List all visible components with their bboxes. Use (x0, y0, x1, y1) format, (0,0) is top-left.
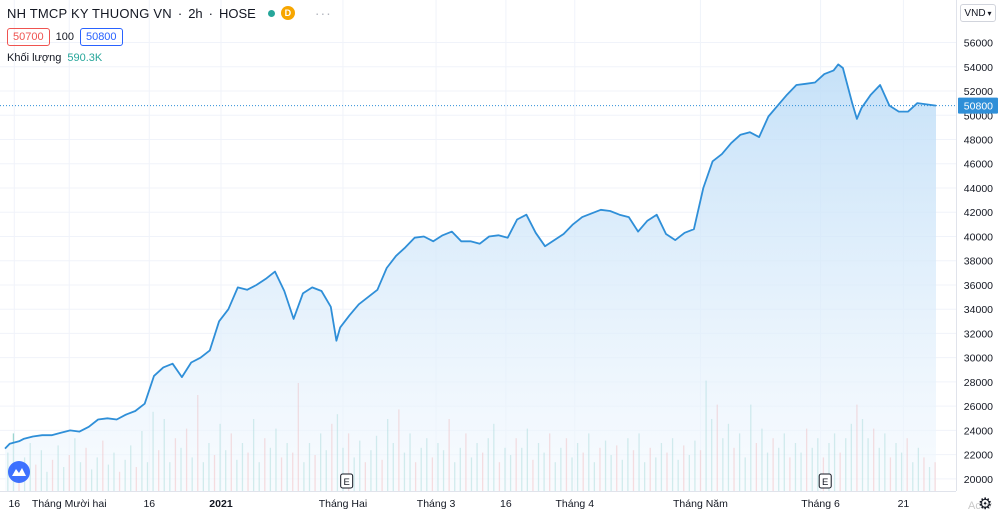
y-tick-label: 32000 (964, 328, 993, 340)
price-line (4, 63, 937, 450)
x-tick-label: Tháng 6 (801, 498, 840, 510)
y-tick-label: 20000 (964, 474, 993, 486)
data-delay-badge: D (280, 6, 295, 20)
x-tick-label: 21 (898, 498, 910, 510)
y-tick-label: 48000 (964, 135, 993, 147)
exchange: HOSE (219, 5, 256, 21)
currency-dropdown[interactable]: VND ▾ (960, 4, 996, 22)
bid-price[interactable]: 50700 (7, 28, 50, 46)
x-tick-label: Tháng Năm (673, 498, 728, 510)
ask-price[interactable]: 50800 (79, 28, 123, 46)
y-tick-label: 56000 (964, 38, 993, 50)
earnings-marker-box (818, 473, 832, 489)
y-tick-label: 38000 (964, 256, 993, 268)
y-tick-label: 36000 (964, 280, 993, 292)
x-tick-label: 16 (143, 498, 155, 510)
interval[interactable]: 2h (188, 5, 203, 21)
x-tick-label: 16 (8, 498, 20, 510)
y-tick-label: 42000 (964, 207, 993, 219)
price-row: 50700 100 50800 (7, 28, 332, 46)
y-tick-label: 46000 (964, 159, 993, 171)
activation-watermark: Activ (968, 500, 992, 512)
spread-value: 100 (55, 31, 74, 43)
logo-icon[interactable] (8, 461, 30, 483)
legend: NH TMCP KY THUONG VN · 2h · HOSE D ··· 5… (7, 4, 332, 64)
x-tick-label: Tháng Mười hai (32, 498, 107, 510)
title-row: NH TMCP KY THUONG VN · 2h · HOSE D ··· (7, 4, 332, 22)
y-tick-label: 52000 (964, 86, 993, 98)
x-tick-label: Tháng 4 (556, 498, 595, 510)
last-price-label: 50800 (958, 97, 998, 114)
x-tick-label: 2021 (209, 498, 233, 510)
price-area (5, 64, 936, 492)
y-tick-label: 30000 (964, 353, 993, 365)
earnings-marker[interactable]: E (340, 473, 354, 489)
y-tick-label: 54000 (964, 62, 993, 74)
earnings-marker[interactable]: E (818, 473, 832, 489)
price-axis[interactable]: 20000 22000 24000 26000 28000 30000 32000 34000… (956, 0, 994, 491)
logo-mark (12, 468, 26, 476)
chevron-down-icon: ▾ (987, 8, 992, 18)
y-tick-label: 26000 (964, 401, 993, 413)
earnings-marker-label: E (344, 477, 350, 488)
separator-dot: · (177, 5, 183, 21)
market-status-icon (267, 9, 275, 17)
more-options-icon[interactable]: ··· (314, 5, 332, 21)
y-tick-label: 24000 (964, 425, 993, 437)
y-tick-label: 34000 (964, 304, 993, 316)
y-tick-label: 22000 (964, 450, 993, 462)
x-tick-label: 16 (500, 498, 512, 510)
volume-label: Khối lượng (7, 52, 62, 64)
separator-dot: · (208, 5, 213, 21)
symbol-name[interactable]: NH TMCP KY THUONG VN (7, 5, 172, 21)
x-tick-label: Tháng Hai (319, 498, 367, 510)
earnings-marker-label: E (822, 477, 828, 488)
currency-label: VND (964, 7, 986, 19)
logo-circle (8, 461, 30, 483)
volume-value: 590.3K (67, 52, 103, 64)
last-price-box (958, 97, 998, 114)
y-tick-label: 40000 (964, 231, 993, 243)
gear-icon[interactable]: ⚙ (978, 496, 993, 513)
last-price-text: 50800 (964, 101, 993, 113)
x-tick-label: Tháng 3 (417, 498, 456, 510)
time-axis[interactable]: 16 Tháng Mười hai 16 2021 Tháng Hai Tháng 3 16… (0, 491, 956, 511)
y-tick-label: 44000 (964, 183, 993, 195)
y-tick-label: 28000 (964, 377, 993, 389)
volume-legend: Khối lượng 590.3K (7, 52, 332, 64)
earnings-marker-box (340, 473, 354, 489)
